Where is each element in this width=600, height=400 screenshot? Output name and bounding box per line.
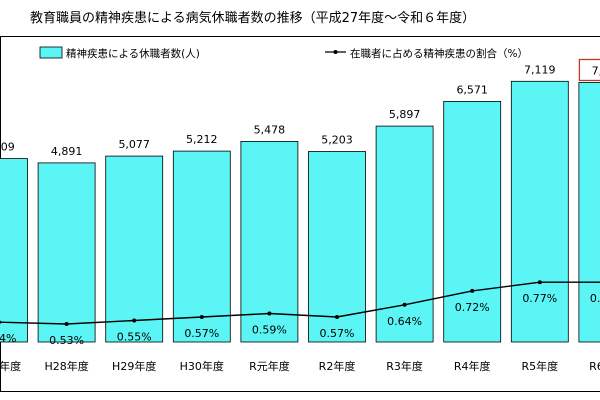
chart-title: 教育職員の精神疾患による病気休職者数の推移（平成27年度～令和６年度） bbox=[30, 10, 475, 26]
x-tick-5: R2年度 bbox=[319, 359, 356, 373]
legend-bar-swatch bbox=[39, 46, 63, 59]
x-tick-7: R4年度 bbox=[454, 359, 491, 373]
line-point-1 bbox=[64, 321, 69, 326]
bar-9 bbox=[578, 82, 600, 343]
bar-value-label-0: 5,009 bbox=[0, 141, 15, 154]
x-tick-9: R6年度 bbox=[589, 359, 600, 373]
legend-line-label: 在職者に占める精神疾患の割合（%） bbox=[350, 47, 528, 60]
line-point-5 bbox=[335, 314, 339, 319]
line-value-label-2: 0.55% bbox=[117, 330, 152, 343]
x-axis-tick-labels: H27年度 H28年度 H29年度 H30年度 R元年度 R2年度 R3年度 R4年度 R5年度… bbox=[0, 359, 600, 373]
line-value-label-5: 0.57% bbox=[320, 327, 355, 340]
x-tick-8: R5年度 bbox=[521, 359, 558, 373]
line-point-7 bbox=[470, 288, 475, 293]
bar-value-label-1: 4,891 bbox=[51, 145, 83, 158]
bar-4 bbox=[240, 140, 299, 343]
x-tick-3: H30年度 bbox=[180, 359, 224, 373]
x-tick-1: H28年度 bbox=[44, 359, 88, 373]
line-point-3 bbox=[199, 314, 204, 319]
line-value-label-9: 0.77% bbox=[590, 292, 600, 305]
highlight-box bbox=[578, 58, 600, 82]
bar-value-label-8: 7,119 bbox=[524, 63, 556, 76]
bar-value-labels: 5,009 4,891 5,077 5,212 5,478 5,203 5,897 6,571… bbox=[0, 58, 600, 158]
x-tick-2: H29年度 bbox=[112, 359, 156, 373]
line-value-label-1: 0.53% bbox=[49, 334, 84, 347]
ratio-line bbox=[0, 281, 600, 325]
bar-value-label-2: 5,077 bbox=[118, 138, 150, 151]
line-value-label-3: 0.57% bbox=[184, 327, 219, 340]
bar-8 bbox=[510, 80, 569, 343]
line-value-label-0: 0.54% bbox=[0, 332, 16, 345]
line-point-0 bbox=[0, 320, 1, 324]
bar-5 bbox=[308, 151, 366, 343]
legend: 精神疾患による休職者数(人) 在職者に占める精神疾患の割合（%） bbox=[39, 46, 528, 60]
x-tick-6: R3年度 bbox=[386, 359, 423, 373]
bar-value-label-9: 7,087 bbox=[592, 64, 600, 77]
bar-value-label-7: 6,571 bbox=[456, 83, 488, 96]
line-value-labels: 0.54% 0.53% 0.55% 0.57% 0.59% 0.57% 0.64% 0.72%… bbox=[0, 292, 600, 347]
x-tick-0: H27年度 bbox=[0, 359, 21, 373]
bar-0 bbox=[0, 158, 28, 343]
line-point-8 bbox=[537, 280, 542, 285]
bar-value-label-5: 5,203 bbox=[321, 133, 353, 146]
line-value-label-6: 0.64% bbox=[387, 315, 422, 328]
bar-value-label-3: 5,212 bbox=[186, 133, 218, 146]
bar-2 bbox=[105, 155, 164, 343]
legend-bar-label: 精神疾患による休職者数(人) bbox=[66, 47, 200, 60]
bar-series bbox=[0, 80, 600, 343]
line-point-4 bbox=[267, 311, 272, 316]
line-value-label-8: 0.77% bbox=[522, 292, 557, 305]
legend-line-marker bbox=[333, 50, 338, 54]
bar-value-label-4: 5,478 bbox=[254, 123, 286, 136]
line-point-2 bbox=[132, 318, 137, 323]
bar-6 bbox=[375, 125, 434, 343]
line-value-label-4: 0.59% bbox=[252, 324, 287, 337]
bar-value-label-6: 5,897 bbox=[389, 108, 421, 121]
bar-3 bbox=[172, 150, 231, 343]
bar-1 bbox=[37, 162, 96, 343]
line-value-label-7: 0.72% bbox=[455, 301, 490, 314]
line-point-6 bbox=[402, 302, 407, 307]
x-tick-4: R元年度 bbox=[249, 359, 290, 373]
line-series bbox=[0, 280, 600, 326]
bar-7 bbox=[443, 101, 502, 343]
